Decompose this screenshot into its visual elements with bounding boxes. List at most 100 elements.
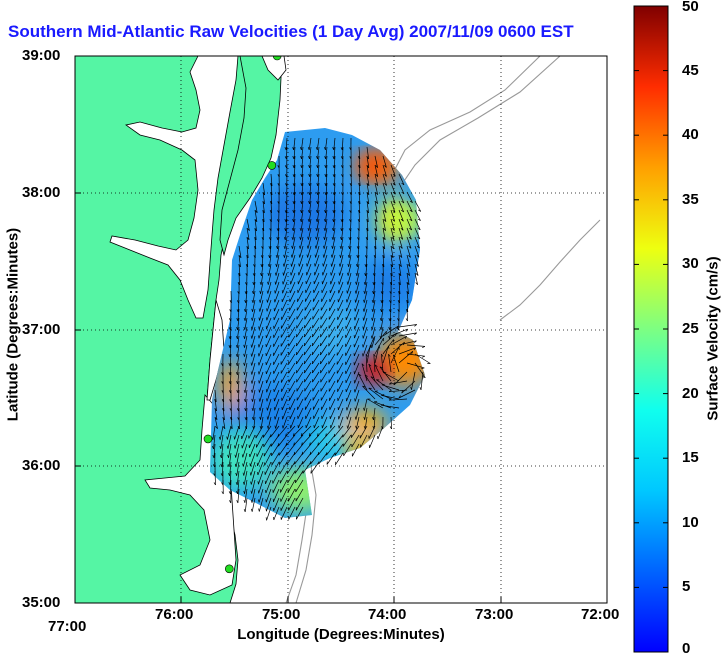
x-tick-label: 73:00 xyxy=(475,606,514,623)
velocity-arrowhead xyxy=(388,345,390,349)
velocity-arrowhead xyxy=(258,353,260,357)
velocity-arrow xyxy=(382,227,386,240)
velocity-arrow xyxy=(265,335,272,348)
velocity-arrow xyxy=(368,387,384,400)
velocity-arrowhead xyxy=(332,147,335,151)
velocity-arrow xyxy=(244,353,248,366)
velocity-arrowhead xyxy=(348,237,351,241)
velocity-arrow xyxy=(256,434,264,448)
velocity-arrowhead xyxy=(284,219,287,223)
velocity-arrow xyxy=(296,344,304,356)
velocity-arrowhead xyxy=(244,300,247,304)
velocity-arrow xyxy=(304,299,312,311)
velocity-arrow xyxy=(251,497,256,512)
velocity-arrow xyxy=(325,164,328,178)
velocity-arrow xyxy=(364,272,368,285)
velocity-arrowhead xyxy=(308,183,311,187)
velocity-arrow xyxy=(317,146,320,159)
velocity-arrowhead xyxy=(236,390,239,394)
velocity-arrow xyxy=(288,308,296,320)
velocity-arrow xyxy=(355,407,360,420)
velocity-arrowhead xyxy=(244,417,247,421)
velocity-arrow xyxy=(346,290,352,303)
velocity-arrow xyxy=(296,506,304,520)
x-axis-label: Longitude (Degrees:Minutes) xyxy=(237,626,445,643)
velocity-arrowhead xyxy=(393,354,396,358)
velocity-arrowhead xyxy=(340,236,342,241)
velocity-arrow xyxy=(288,362,296,374)
velocity-arrow xyxy=(281,398,288,411)
velocity-arrowhead xyxy=(284,174,288,178)
velocity-arrowhead xyxy=(251,317,253,321)
velocity-arrowhead xyxy=(331,227,334,232)
velocity-arrow xyxy=(390,272,393,286)
velocity-arrowhead xyxy=(419,386,422,391)
velocity-arrow xyxy=(273,344,280,356)
velocity-arrowhead xyxy=(372,416,374,421)
velocity-arrow xyxy=(273,371,280,383)
velocity-arrow xyxy=(333,425,344,438)
velocity-arrow xyxy=(259,380,264,393)
velocity-arrow xyxy=(267,398,272,411)
velocity-arrowhead xyxy=(255,210,258,214)
velocity-arrowhead xyxy=(355,263,358,268)
velocity-arrow xyxy=(309,155,312,168)
velocity-arrow xyxy=(227,434,232,449)
colorbar-ticks xyxy=(634,5,668,653)
velocity-arrowhead xyxy=(236,335,238,340)
velocity-arrow xyxy=(388,398,408,401)
velocity-arrow xyxy=(374,227,377,240)
velocity-arrowhead xyxy=(236,326,238,331)
velocity-arrowhead xyxy=(384,183,387,186)
velocity-arrowhead xyxy=(258,380,260,384)
velocity-arrow xyxy=(398,281,401,295)
velocity-arrow xyxy=(345,353,352,365)
velocity-arrow xyxy=(345,362,352,374)
velocity-arrow xyxy=(390,182,396,195)
velocity-arrowhead xyxy=(409,209,413,213)
velocity-arrowhead xyxy=(404,336,407,339)
velocity-arrow xyxy=(374,155,378,168)
velocity-arrow xyxy=(284,236,288,249)
velocity-arrow xyxy=(398,347,417,355)
radar-station-marker xyxy=(272,56,282,61)
velocity-arrow xyxy=(317,434,328,446)
x-tick-label: 77:00 xyxy=(48,618,87,635)
velocity-arrow xyxy=(351,443,360,457)
velocity-arrowhead xyxy=(315,218,318,223)
velocity-arrowhead xyxy=(323,245,325,249)
velocity-arrow xyxy=(275,263,280,276)
velocity-arrowhead xyxy=(242,472,245,476)
velocity-arrow xyxy=(244,317,248,330)
y-tick-label: 35:00 xyxy=(22,594,61,611)
velocity-arrow xyxy=(309,434,320,446)
velocity-arrow xyxy=(229,461,232,476)
velocity-arrow xyxy=(341,137,344,151)
velocity-arrow xyxy=(406,200,413,212)
radar-station-marker xyxy=(203,434,213,444)
velocity-arrow xyxy=(296,299,304,311)
velocity-arrowhead xyxy=(315,146,318,151)
velocity-arrowhead xyxy=(267,425,269,429)
velocity-arrowhead xyxy=(332,183,335,187)
velocity-arrow xyxy=(259,299,264,312)
velocity-arrow xyxy=(383,372,400,382)
velocity-arrow xyxy=(246,254,249,268)
velocity-arrow xyxy=(280,488,288,502)
velocity-arrowhead xyxy=(235,353,238,358)
velocity-arrow xyxy=(312,380,320,392)
velocity-arrow xyxy=(381,395,400,400)
velocity-arrowhead xyxy=(291,245,293,249)
velocity-arrowhead xyxy=(244,282,248,286)
velocity-arrow xyxy=(333,191,336,205)
velocity-arrowhead xyxy=(330,272,332,276)
velocity-arrow xyxy=(271,443,280,456)
velocity-arrow xyxy=(287,479,296,493)
velocity-arrowhead xyxy=(375,201,378,204)
velocity-arrowhead xyxy=(324,146,326,151)
velocity-arrow xyxy=(299,236,304,249)
velocity-arrowhead xyxy=(257,490,260,494)
velocity-arrowhead xyxy=(235,371,238,376)
velocity-arrow xyxy=(358,209,360,223)
velocity-arrow xyxy=(340,245,344,258)
